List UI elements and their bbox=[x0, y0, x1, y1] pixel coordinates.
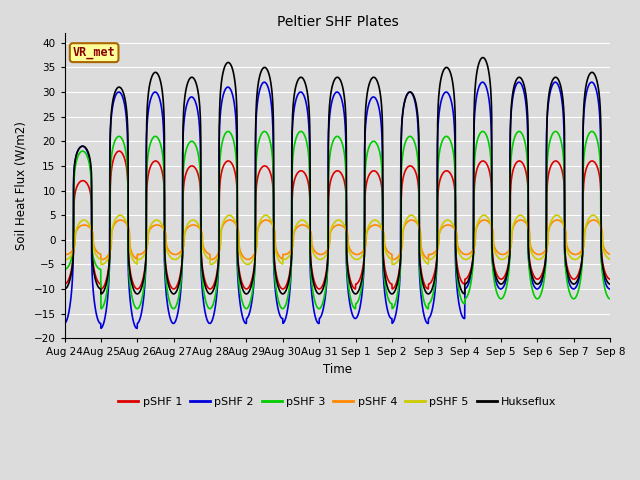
pSHF 1 bbox=[497, 276, 504, 282]
pSHF 3 bbox=[354, 299, 362, 305]
pSHF 2 bbox=[607, 286, 614, 292]
Title: Peltier SHF Plates: Peltier SHF Plates bbox=[276, 15, 398, 29]
pSHF 5 bbox=[61, 256, 68, 262]
pSHF 4 bbox=[559, 220, 566, 226]
Hukseflux bbox=[574, 277, 582, 283]
pSHF 2 bbox=[574, 281, 582, 287]
Line: pSHF 5: pSHF 5 bbox=[65, 215, 611, 264]
pSHF 1 bbox=[115, 148, 123, 154]
pSHF 2 bbox=[354, 313, 362, 319]
pSHF 5 bbox=[574, 256, 582, 262]
pSHF 5 bbox=[497, 256, 504, 262]
Hukseflux bbox=[497, 281, 504, 287]
pSHF 2 bbox=[559, 103, 566, 108]
pSHF 3 bbox=[213, 282, 221, 288]
Line: Hukseflux: Hukseflux bbox=[65, 58, 611, 294]
pSHF 1 bbox=[574, 273, 582, 278]
pSHF 2 bbox=[61, 321, 68, 326]
pSHF 3 bbox=[61, 266, 68, 272]
Y-axis label: Soil Heat Flux (W/m2): Soil Heat Flux (W/m2) bbox=[15, 121, 28, 250]
Line: pSHF 3: pSHF 3 bbox=[65, 132, 611, 309]
pSHF 4 bbox=[497, 251, 504, 257]
pSHF 2 bbox=[260, 79, 268, 85]
pSHF 5 bbox=[559, 218, 566, 224]
pSHF 5 bbox=[607, 256, 614, 262]
pSHF 3 bbox=[607, 296, 614, 302]
pSHF 1 bbox=[213, 268, 221, 274]
pSHF 5 bbox=[213, 257, 221, 263]
pSHF 1 bbox=[559, 169, 566, 175]
pSHF 2 bbox=[213, 289, 221, 295]
Hukseflux bbox=[365, 82, 372, 88]
pSHF 5 bbox=[225, 212, 233, 218]
Hukseflux bbox=[607, 281, 614, 287]
pSHF 3 bbox=[206, 306, 214, 312]
pSHF 3 bbox=[574, 290, 582, 296]
pSHF 2 bbox=[133, 325, 141, 331]
pSHF 1 bbox=[97, 286, 105, 292]
Line: pSHF 1: pSHF 1 bbox=[65, 151, 611, 289]
Line: pSHF 2: pSHF 2 bbox=[65, 82, 611, 328]
pSHF 1 bbox=[607, 276, 614, 282]
pSHF 1 bbox=[61, 281, 68, 287]
Hukseflux bbox=[479, 55, 486, 60]
Hukseflux bbox=[213, 275, 221, 280]
Hukseflux bbox=[559, 93, 566, 99]
pSHF 3 bbox=[497, 296, 504, 301]
pSHF 4 bbox=[390, 256, 397, 262]
pSHF 4 bbox=[365, 226, 372, 231]
pSHF 4 bbox=[213, 253, 221, 259]
pSHF 2 bbox=[365, 99, 373, 105]
Legend: pSHF 1, pSHF 2, pSHF 3, pSHF 4, pSHF 5, Hukseflux: pSHF 1, pSHF 2, pSHF 3, pSHF 4, pSHF 5, … bbox=[114, 393, 561, 411]
pSHF 5 bbox=[365, 222, 373, 228]
pSHF 4 bbox=[574, 251, 582, 257]
pSHF 3 bbox=[559, 145, 566, 151]
pSHF 1 bbox=[365, 171, 373, 177]
X-axis label: Time: Time bbox=[323, 363, 352, 376]
Hukseflux bbox=[461, 291, 468, 297]
pSHF 4 bbox=[481, 217, 488, 223]
pSHF 5 bbox=[244, 262, 252, 267]
pSHF 2 bbox=[497, 286, 504, 292]
pSHF 1 bbox=[354, 280, 362, 286]
pSHF 4 bbox=[61, 252, 68, 257]
pSHF 3 bbox=[224, 129, 232, 134]
Hukseflux bbox=[61, 286, 68, 292]
Text: VR_met: VR_met bbox=[73, 46, 115, 59]
pSHF 4 bbox=[607, 252, 614, 257]
pSHF 3 bbox=[365, 143, 373, 149]
pSHF 5 bbox=[354, 256, 362, 262]
Line: pSHF 4: pSHF 4 bbox=[65, 220, 611, 259]
pSHF 4 bbox=[353, 252, 361, 257]
Hukseflux bbox=[353, 290, 361, 296]
